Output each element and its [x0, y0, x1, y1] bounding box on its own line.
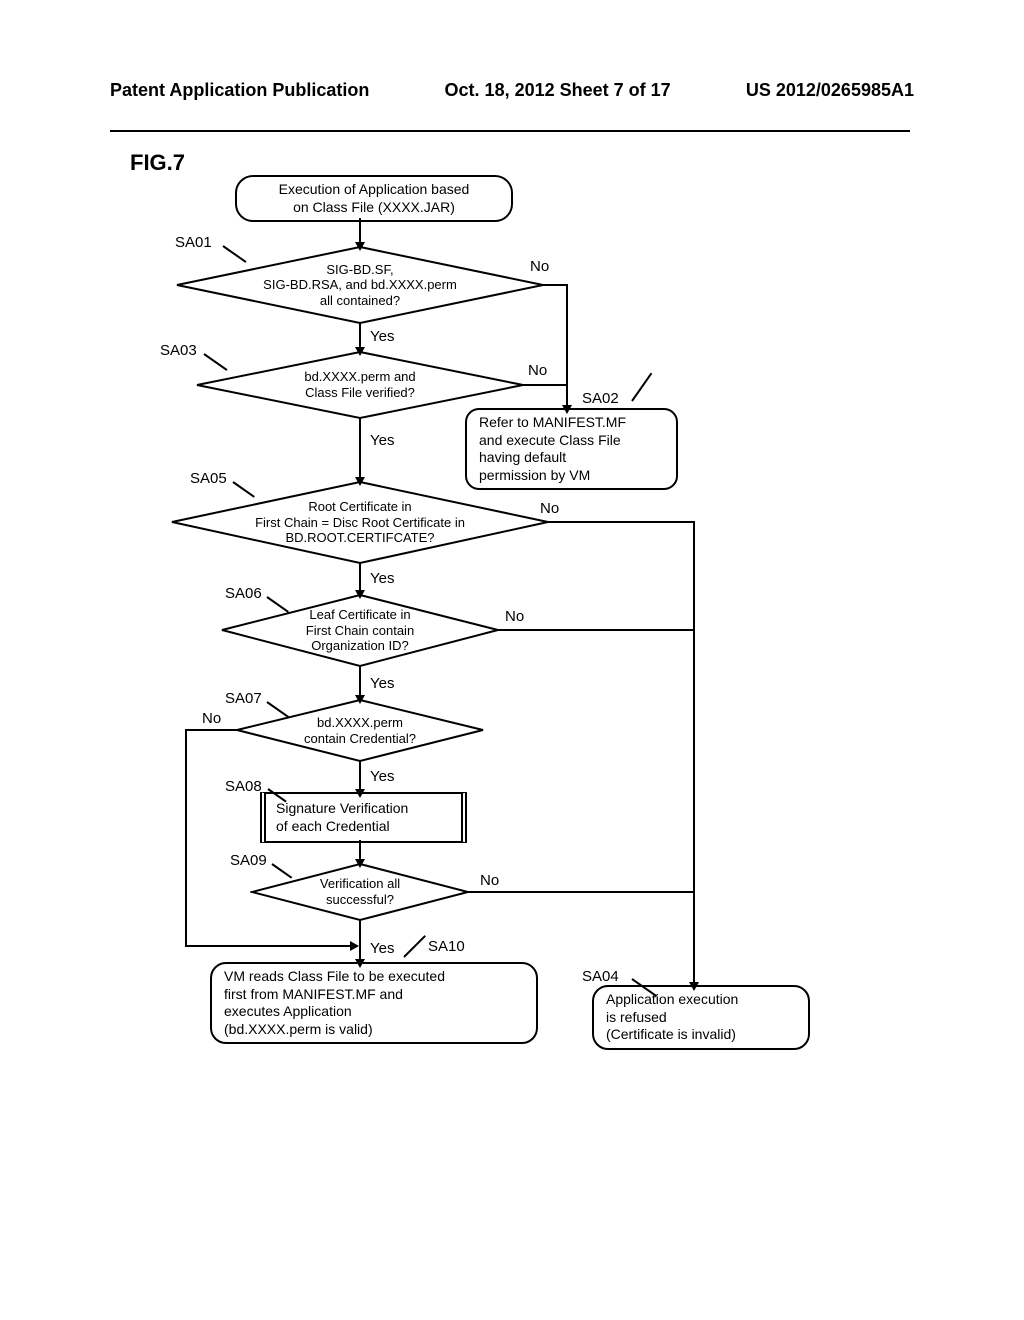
step-label-sa03: SA03 [160, 342, 197, 359]
step-label-sa10: SA10 [428, 938, 465, 955]
edge [693, 521, 695, 985]
arrow-head [355, 859, 365, 868]
figure-label: FIG.7 [130, 150, 185, 176]
arrow-head [355, 789, 365, 798]
decision-sa01-text: SIG-BD.SF,SIG-BD.RSA, and bd.XXXX.permal… [175, 245, 545, 325]
edge-label-yes: Yes [370, 328, 394, 345]
header-left: Patent Application Publication [110, 80, 369, 101]
predef-sa08: Signature Verificationof each Credential [260, 792, 467, 843]
arrow-head [355, 695, 365, 704]
edge [359, 323, 361, 350]
arrow-head [689, 982, 699, 991]
step-label-sa01: SA01 [175, 234, 212, 251]
start-terminator: Execution of Application basedon Class F… [235, 175, 513, 222]
leader-line [403, 935, 426, 958]
edge-label-yes: Yes [370, 570, 394, 587]
edge [359, 761, 361, 792]
edge-label-no: No [540, 500, 559, 517]
step-label-sa02: SA02 [582, 390, 619, 407]
process-sa02: Refer to MANIFEST.MFand execute Class Fi… [465, 408, 678, 490]
edge-label-no: No [202, 710, 221, 727]
arrow-head [350, 941, 359, 951]
edge [185, 729, 187, 945]
edge [185, 945, 353, 947]
decision-sa05-text: Root Certificate inFirst Chain = Disc Ro… [170, 480, 550, 565]
edge-label-no: No [528, 362, 547, 379]
edge [359, 563, 361, 593]
step-label-sa04: SA04 [582, 968, 619, 985]
header-right: US 2012/0265985A1 [746, 80, 914, 101]
edge-label-yes: Yes [370, 432, 394, 449]
header-center: Oct. 18, 2012 Sheet 7 of 17 [445, 80, 671, 101]
step-label-sa07: SA07 [225, 690, 262, 707]
terminator-sa10: VM reads Class File to be executedfirst … [210, 962, 538, 1044]
decision-sa06: Leaf Certificate inFirst Chain containOr… [220, 593, 500, 668]
edge-label-no: No [480, 872, 499, 889]
step-label-sa08: SA08 [225, 778, 262, 795]
edge [548, 521, 695, 523]
edge-label-yes: Yes [370, 675, 394, 692]
edge [359, 418, 361, 480]
figure-7: FIG.7 Execution of Application basedon C… [130, 150, 890, 1190]
decision-sa06-text: Leaf Certificate inFirst Chain containOr… [220, 593, 500, 668]
edge [523, 384, 566, 386]
step-label-sa05: SA05 [190, 470, 227, 487]
edge-label-no: No [505, 608, 524, 625]
edge-label-no: No [530, 258, 549, 275]
edge [359, 666, 361, 698]
arrow-head [355, 477, 365, 486]
edge [468, 891, 695, 893]
edge [566, 384, 568, 408]
step-label-sa09: SA09 [230, 852, 267, 869]
arrow-head [355, 242, 365, 251]
edge [498, 629, 695, 631]
arrow-head [355, 347, 365, 356]
arrow-head [355, 590, 365, 599]
decision-sa05: Root Certificate inFirst Chain = Disc Ro… [170, 480, 550, 565]
step-label-sa06: SA06 [225, 585, 262, 602]
edge [359, 920, 361, 962]
arrow-head [355, 959, 365, 968]
edge [185, 729, 237, 731]
edge [543, 284, 568, 286]
terminator-sa04: Application executionis refused(Certific… [592, 985, 810, 1050]
edge [359, 218, 361, 245]
leader-line [631, 373, 652, 402]
edge-label-yes: Yes [370, 940, 394, 957]
decision-sa01: SIG-BD.SF,SIG-BD.RSA, and bd.XXXX.permal… [175, 245, 545, 325]
edge-label-yes: Yes [370, 768, 394, 785]
